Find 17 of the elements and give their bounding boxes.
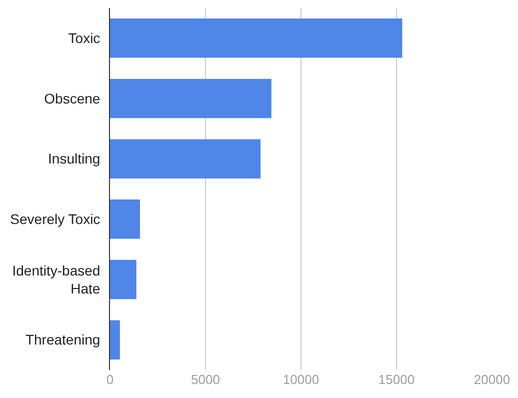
y-tick-label: Identity-based Hate	[12, 262, 100, 296]
x-tick-label: 5000	[191, 372, 220, 387]
x-tick-label: 0	[106, 372, 114, 387]
x-tick-label: 10000	[282, 372, 320, 387]
y-tick-label: Threatening	[25, 332, 100, 348]
y-tick-label: Severely Toxic	[10, 211, 100, 228]
y-tick-label: Obscene	[44, 90, 100, 106]
bar	[110, 260, 136, 300]
y-tick-label: Toxic	[68, 30, 100, 46]
bar	[110, 320, 120, 360]
y-tick-label: Insulting	[48, 150, 100, 167]
bar	[110, 18, 402, 58]
x-tick-label: 15000	[378, 372, 415, 387]
x-tick-label: 20000	[474, 372, 510, 387]
bar	[110, 200, 140, 239]
bar	[110, 139, 261, 178]
bar	[110, 78, 272, 118]
